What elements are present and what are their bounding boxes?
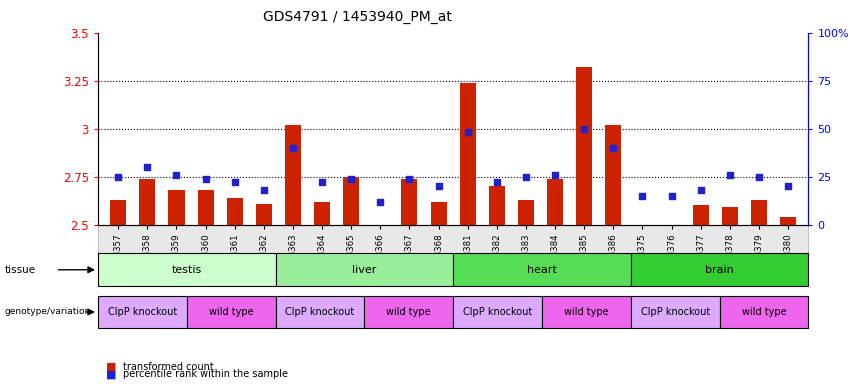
Point bbox=[636, 193, 649, 199]
Text: transformed count: transformed count bbox=[123, 362, 214, 372]
Point bbox=[169, 172, 183, 178]
Bar bbox=[314, 202, 330, 225]
Point bbox=[723, 172, 737, 178]
Bar bbox=[722, 207, 738, 225]
Text: wild type: wild type bbox=[208, 307, 254, 317]
Point bbox=[257, 187, 271, 193]
Bar bbox=[140, 179, 156, 225]
Point bbox=[111, 174, 125, 180]
Text: ■: ■ bbox=[106, 369, 117, 379]
Text: heart: heart bbox=[527, 265, 557, 275]
Text: tissue: tissue bbox=[4, 265, 36, 275]
Text: ClpP knockout: ClpP knockout bbox=[641, 307, 710, 317]
Text: ClpP knockout: ClpP knockout bbox=[463, 307, 532, 317]
Text: wild type: wild type bbox=[564, 307, 608, 317]
Text: ClpP knockout: ClpP knockout bbox=[285, 307, 355, 317]
Text: wild type: wild type bbox=[386, 307, 431, 317]
Bar bbox=[460, 83, 476, 225]
Text: ClpP knockout: ClpP knockout bbox=[108, 307, 177, 317]
Text: genotype/variation: genotype/variation bbox=[4, 308, 90, 316]
Bar bbox=[751, 200, 767, 225]
Point bbox=[665, 193, 678, 199]
Point bbox=[431, 183, 445, 189]
Bar bbox=[518, 200, 534, 225]
Point bbox=[345, 175, 358, 182]
Point bbox=[374, 199, 387, 205]
Point bbox=[490, 179, 504, 185]
Text: GDS4791 / 1453940_PM_at: GDS4791 / 1453940_PM_at bbox=[263, 10, 452, 23]
Point bbox=[140, 164, 154, 170]
Text: testis: testis bbox=[172, 265, 202, 275]
Point bbox=[199, 175, 213, 182]
Text: liver: liver bbox=[352, 265, 376, 275]
Point bbox=[607, 145, 620, 151]
Bar bbox=[168, 190, 185, 225]
Text: ■: ■ bbox=[106, 362, 117, 372]
Bar bbox=[488, 186, 505, 225]
Point bbox=[694, 187, 707, 193]
Bar bbox=[197, 190, 214, 225]
Bar bbox=[343, 177, 359, 225]
Point bbox=[403, 175, 416, 182]
Point bbox=[461, 129, 475, 136]
Text: brain: brain bbox=[705, 265, 734, 275]
Text: percentile rank within the sample: percentile rank within the sample bbox=[123, 369, 288, 379]
Point bbox=[577, 126, 591, 132]
Point bbox=[548, 172, 562, 178]
Bar bbox=[226, 198, 243, 225]
Point bbox=[286, 145, 300, 151]
Bar bbox=[256, 204, 271, 225]
Point bbox=[519, 174, 533, 180]
Point bbox=[752, 174, 766, 180]
Bar bbox=[576, 67, 592, 225]
Point bbox=[316, 179, 329, 185]
Point bbox=[781, 183, 795, 189]
Bar bbox=[605, 125, 621, 225]
Bar bbox=[285, 125, 301, 225]
Bar bbox=[402, 179, 418, 225]
Bar bbox=[780, 217, 796, 225]
Bar bbox=[547, 179, 563, 225]
Point bbox=[228, 179, 242, 185]
Bar bbox=[431, 202, 447, 225]
Text: wild type: wild type bbox=[742, 307, 786, 317]
Bar bbox=[693, 205, 709, 225]
Bar bbox=[111, 200, 126, 225]
